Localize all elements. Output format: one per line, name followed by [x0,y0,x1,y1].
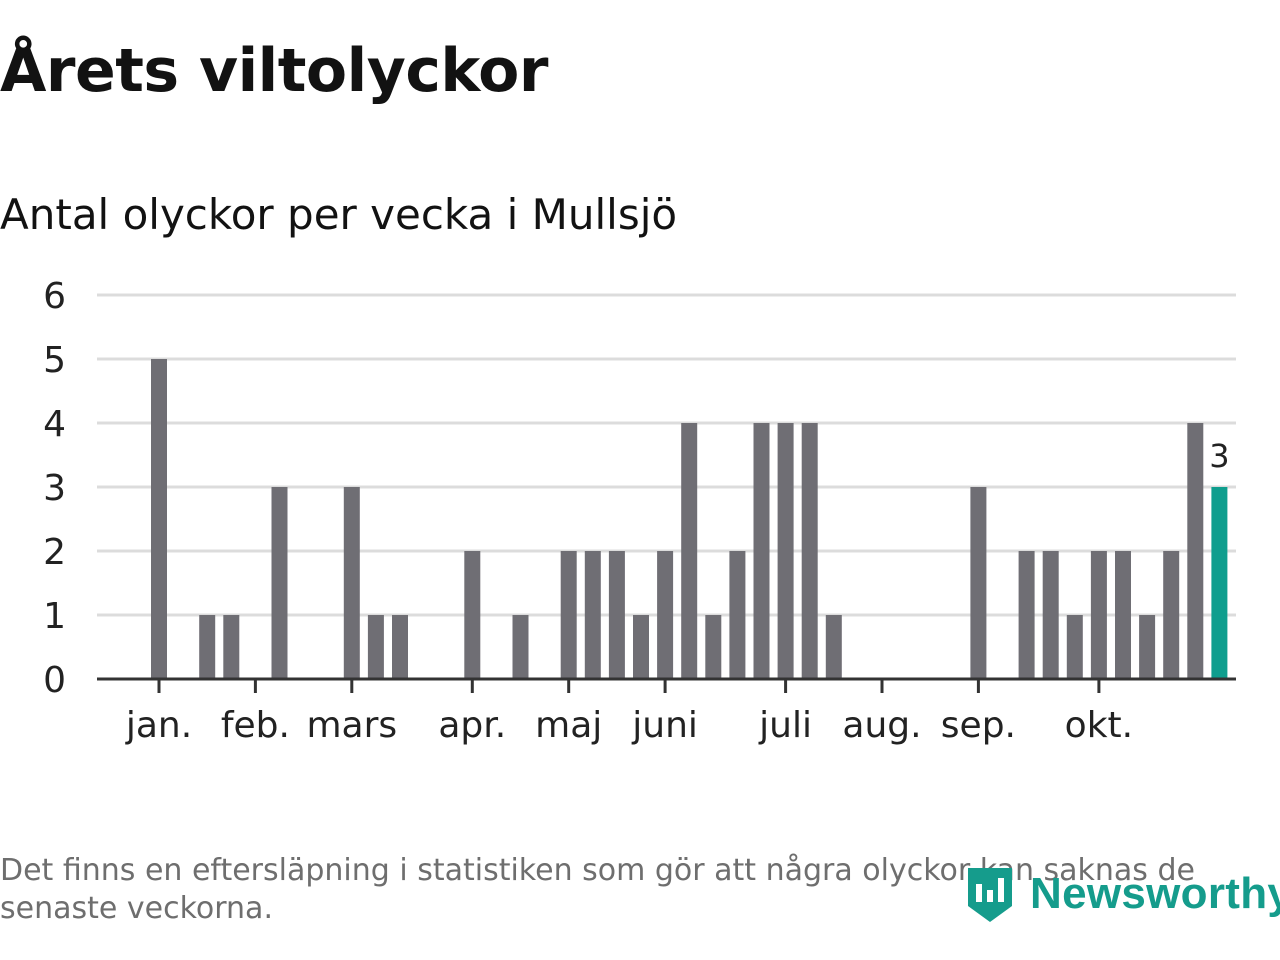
bar [271,487,288,679]
y-tick-label: 4 [43,404,66,445]
bar [512,615,529,679]
newsworthy-chart-logo-icon [968,868,1012,922]
x-tick-label: mars [306,705,397,746]
x-tick-label: okt. [1065,705,1133,746]
bar [464,551,481,679]
bar [970,487,987,679]
bar [1163,551,1180,679]
bar [801,423,818,679]
bar [1090,551,1107,679]
bar [199,615,216,679]
bar [1018,551,1035,679]
bar [1042,551,1059,679]
chart-title: Årets viltolyckor [0,36,549,106]
bar [1187,423,1204,679]
chart-subtitle: Antal olyckor per vecka i Mullsjö [0,190,678,239]
bar [1066,615,1083,679]
bar [825,615,842,679]
x-tick-label: feb. [221,705,290,746]
bar [151,359,167,679]
y-tick-label: 6 [43,276,66,317]
y-tick-label: 1 [43,596,66,637]
bar [343,487,360,679]
bar [633,615,649,679]
x-tick-label: sep. [941,705,1016,746]
y-tick-label: 2 [43,532,66,573]
x-tick-label: jan. [125,705,192,746]
newsworthy-logo: Newsworthy [964,862,1280,926]
highlight-bar [1211,487,1228,679]
bar [584,551,601,679]
data-label: 3 [1209,437,1229,475]
bar [729,551,746,679]
bar [223,615,240,679]
logo-text: Newsworthy [1030,869,1280,918]
bar [1139,615,1156,679]
x-tick-label: maj [535,705,602,746]
x-tick-label: apr. [438,705,506,746]
bar [777,423,794,679]
y-tick-label: 5 [43,340,66,381]
y-tick-label: 0 [43,660,66,701]
bar [705,615,722,679]
bar [560,551,577,679]
bar [657,551,674,679]
x-tick-label: aug. [842,705,921,746]
x-tick-label: juni [631,705,698,746]
bar [367,615,384,679]
bar [608,551,625,679]
x-tick-label: juli [758,705,812,746]
bar-chart: 0 1 2 3 4 5 6 3 jan. feb. mars apr. maj juni juli aug. s… [43,276,1236,746]
bar [681,423,698,679]
bar [753,423,770,679]
bar [392,615,408,679]
y-tick-label: 3 [43,468,66,509]
bar [1115,551,1131,679]
